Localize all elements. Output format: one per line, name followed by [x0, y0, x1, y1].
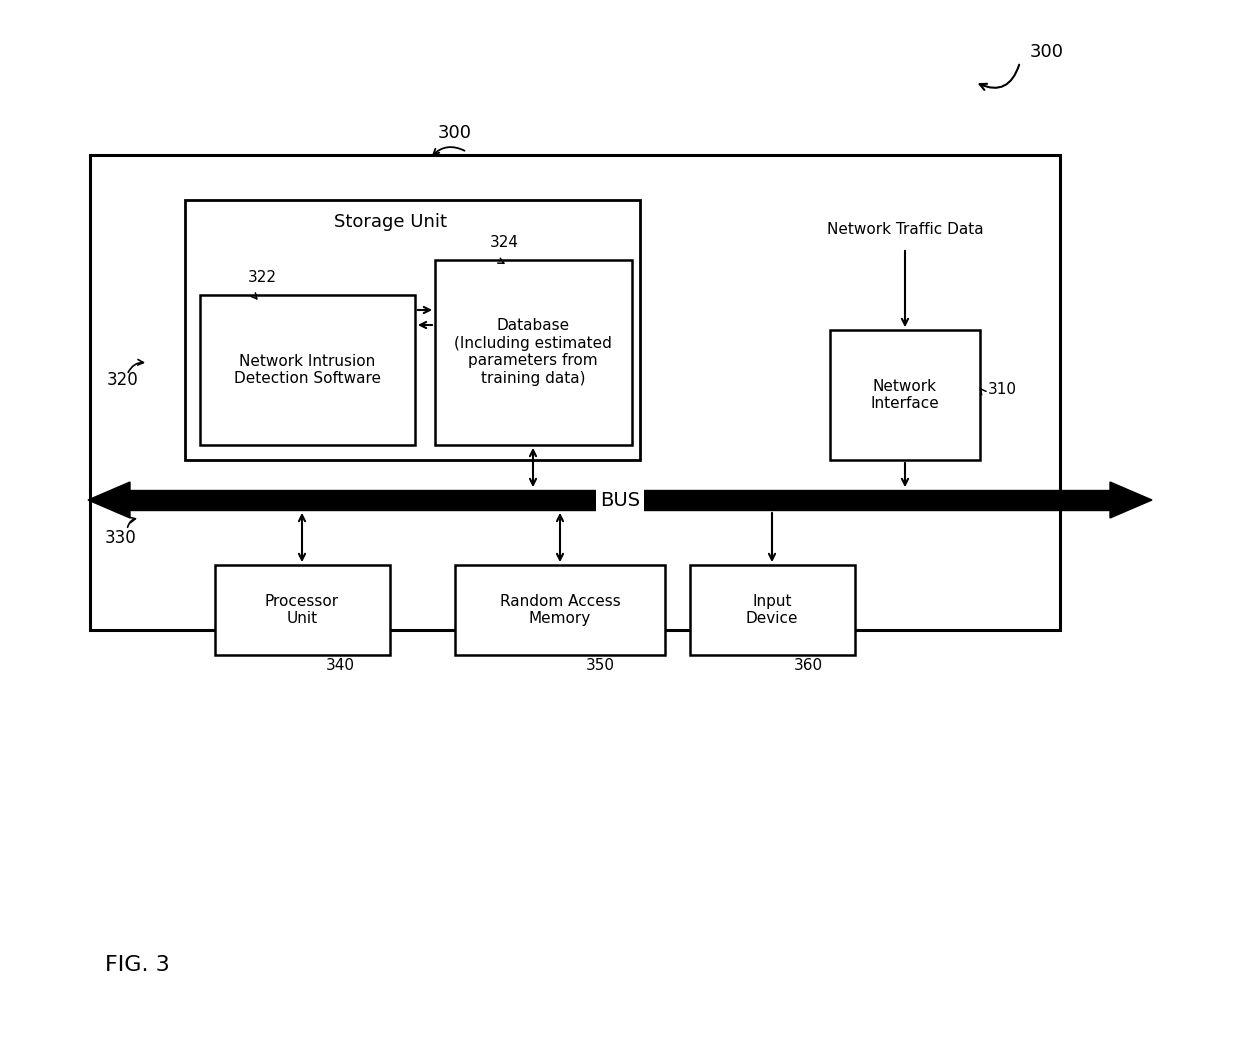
- Text: 300: 300: [438, 124, 472, 142]
- Text: Processor
Unit: Processor Unit: [265, 594, 339, 626]
- Text: Random Access
Memory: Random Access Memory: [500, 594, 620, 626]
- Text: 300: 300: [1030, 43, 1064, 61]
- Bar: [830, 330, 980, 460]
- Bar: [215, 565, 391, 655]
- Text: 330: 330: [105, 529, 136, 547]
- Bar: [689, 565, 856, 655]
- Text: 350: 350: [585, 657, 615, 673]
- Text: FIG. 3: FIG. 3: [105, 955, 170, 975]
- Text: Network
Interface: Network Interface: [870, 378, 940, 411]
- Text: Network Intrusion
Detection Software: Network Intrusion Detection Software: [233, 354, 381, 387]
- Text: 320: 320: [107, 371, 139, 389]
- Text: BUS: BUS: [600, 490, 640, 510]
- Polygon shape: [130, 490, 1110, 510]
- Text: Storage Unit: Storage Unit: [334, 213, 446, 231]
- Bar: [435, 260, 632, 445]
- Bar: [200, 295, 415, 445]
- Polygon shape: [88, 482, 130, 518]
- Text: 322: 322: [248, 270, 277, 285]
- Polygon shape: [1110, 482, 1152, 518]
- Text: 360: 360: [794, 657, 822, 673]
- FancyArrowPatch shape: [980, 65, 1019, 90]
- Text: 340: 340: [325, 657, 355, 673]
- Bar: [185, 200, 640, 460]
- Bar: [455, 565, 665, 655]
- Text: Network Traffic Data: Network Traffic Data: [827, 223, 983, 237]
- Text: Database
(Including estimated
parameters from
training data): Database (Including estimated parameters…: [454, 319, 611, 386]
- Text: BUS: BUS: [600, 490, 640, 510]
- Text: 324: 324: [490, 235, 520, 250]
- Text: 310: 310: [988, 382, 1017, 397]
- Text: Input
Device: Input Device: [745, 594, 799, 626]
- Bar: [91, 155, 1060, 630]
